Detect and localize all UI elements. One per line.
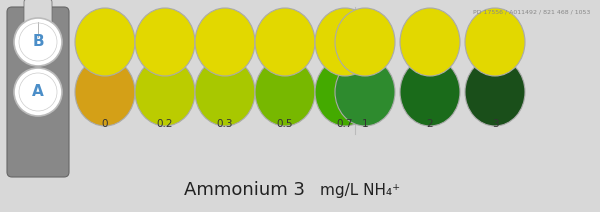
Text: 0.7: 0.7 (337, 119, 353, 129)
Ellipse shape (75, 8, 135, 76)
Ellipse shape (135, 58, 195, 126)
FancyBboxPatch shape (24, 0, 52, 43)
Circle shape (14, 18, 62, 66)
Ellipse shape (195, 58, 255, 126)
Ellipse shape (400, 8, 460, 76)
Text: PD 17556 / A011492 / 821 468 / 1053: PD 17556 / A011492 / 821 468 / 1053 (473, 10, 590, 14)
Ellipse shape (135, 8, 195, 76)
Ellipse shape (465, 8, 525, 76)
Text: B: B (32, 35, 44, 49)
Text: 0.5: 0.5 (277, 119, 293, 129)
Ellipse shape (255, 8, 315, 76)
Text: Ammonium 3: Ammonium 3 (185, 181, 305, 199)
Text: mg/L NH₄⁺: mg/L NH₄⁺ (320, 183, 400, 198)
Circle shape (14, 68, 62, 116)
Ellipse shape (335, 58, 395, 126)
Ellipse shape (315, 8, 375, 76)
Text: 2: 2 (427, 119, 433, 129)
Text: 1: 1 (362, 119, 368, 129)
Text: 3: 3 (491, 119, 499, 129)
Ellipse shape (465, 58, 525, 126)
Ellipse shape (75, 58, 135, 126)
Ellipse shape (335, 8, 395, 76)
Text: 0.3: 0.3 (217, 119, 233, 129)
FancyBboxPatch shape (7, 7, 69, 177)
Text: A: A (32, 85, 44, 99)
Ellipse shape (195, 8, 255, 76)
Ellipse shape (400, 58, 460, 126)
Text: 0.2: 0.2 (157, 119, 173, 129)
Ellipse shape (315, 58, 375, 126)
Ellipse shape (255, 58, 315, 126)
Text: 0: 0 (102, 119, 108, 129)
